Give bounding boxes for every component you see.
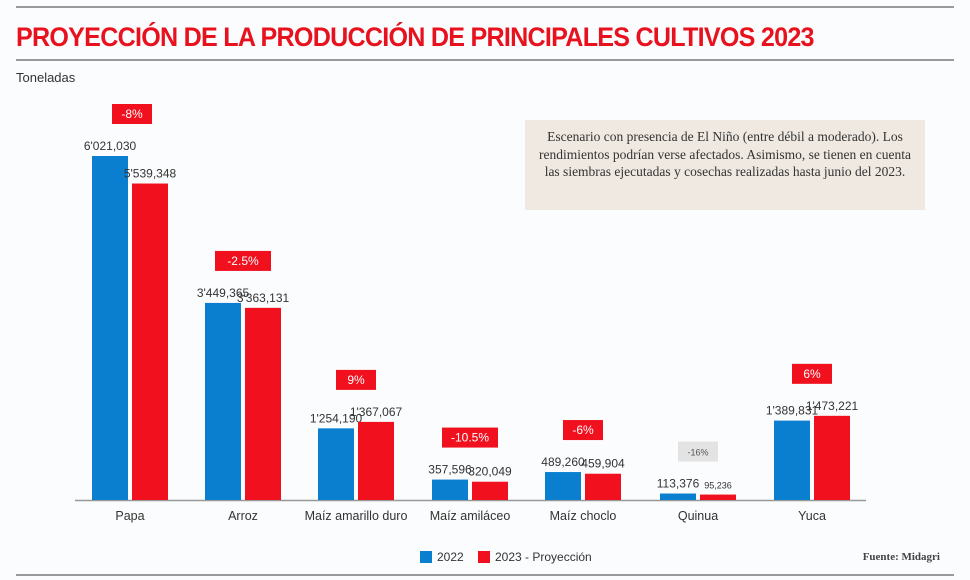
- bar-2022: [432, 479, 468, 500]
- legend-label: 2023 - Proyección: [495, 550, 592, 564]
- change-label: -10.5%: [451, 431, 489, 445]
- change-badge: [336, 369, 376, 390]
- y-axis-label: Toneladas: [16, 70, 76, 85]
- change-label: -8%: [121, 107, 143, 121]
- bar-2023: [245, 307, 281, 500]
- change-badge: [215, 250, 271, 271]
- x-tick-label: Maíz amiláceo: [430, 509, 511, 523]
- bar-2022: [205, 302, 241, 500]
- data-label: 489,260: [541, 455, 585, 469]
- data-label: 459,904: [581, 457, 625, 471]
- bar-2022: [318, 428, 354, 500]
- bottom-rule: [16, 574, 954, 576]
- change-badge: [563, 420, 603, 441]
- bar-2023: [585, 473, 621, 500]
- change-badge: [678, 441, 718, 462]
- x-tick-label: Papa: [115, 509, 144, 523]
- bar-2022: [660, 493, 696, 500]
- bar-2022: [545, 472, 581, 500]
- note-box: Escenario con presencia de El Niño (entr…: [525, 120, 925, 210]
- data-label: 113,376: [657, 477, 700, 491]
- data-label: 1'367,067: [350, 405, 403, 419]
- data-label: 1'389,831: [766, 404, 819, 418]
- chart-title: PROYECCIÓN DE LA PRODUCCIÓN DE PRINCIPAL…: [16, 22, 815, 52]
- bar-2023: [132, 183, 168, 501]
- legend-swatch: [478, 551, 490, 563]
- x-tick-label: Arroz: [228, 509, 258, 523]
- bar-2022: [774, 420, 810, 500]
- change-label: -6%: [572, 423, 594, 437]
- data-label: 95,236: [704, 481, 732, 491]
- legend-swatch: [420, 551, 432, 563]
- legend-item-2022: 2022: [420, 550, 464, 564]
- data-label: 3'363,131: [237, 291, 290, 305]
- change-label: -2.5%: [227, 254, 259, 268]
- change-label: 6%: [803, 367, 821, 381]
- source-note: Fuente: Midagri: [862, 551, 940, 563]
- x-tick-label: Quinua: [678, 509, 718, 523]
- change-badge: [442, 427, 498, 448]
- data-label: 1'473,221: [806, 399, 859, 413]
- change-label: -16%: [687, 448, 708, 458]
- bar-2023: [700, 494, 736, 500]
- data-label: 3'449,365: [197, 286, 250, 300]
- data-label: 1'254,190: [310, 411, 363, 425]
- data-label: 5'539,348: [124, 167, 177, 181]
- data-label: 357,596: [428, 463, 472, 477]
- x-tick-label: Maíz choclo: [550, 509, 617, 523]
- x-tick-label: Maíz amarillo duro: [305, 509, 408, 523]
- x-tick-label: Yuca: [798, 509, 826, 523]
- title-rule: [16, 59, 954, 61]
- data-label: 6'021,030: [84, 139, 137, 153]
- legend-label: 2022: [437, 550, 464, 564]
- bar-2023: [814, 415, 850, 500]
- bar-2022: [92, 156, 128, 500]
- legend-item-2023: 2023 - Proyección: [478, 550, 592, 564]
- change-badge: [112, 104, 152, 124]
- bar-2023: [358, 421, 394, 500]
- change-label: 9%: [347, 373, 365, 387]
- change-badge: [792, 363, 832, 384]
- top-rule: [16, 6, 954, 8]
- bar-2023: [472, 481, 508, 500]
- data-label: 320,049: [468, 465, 512, 479]
